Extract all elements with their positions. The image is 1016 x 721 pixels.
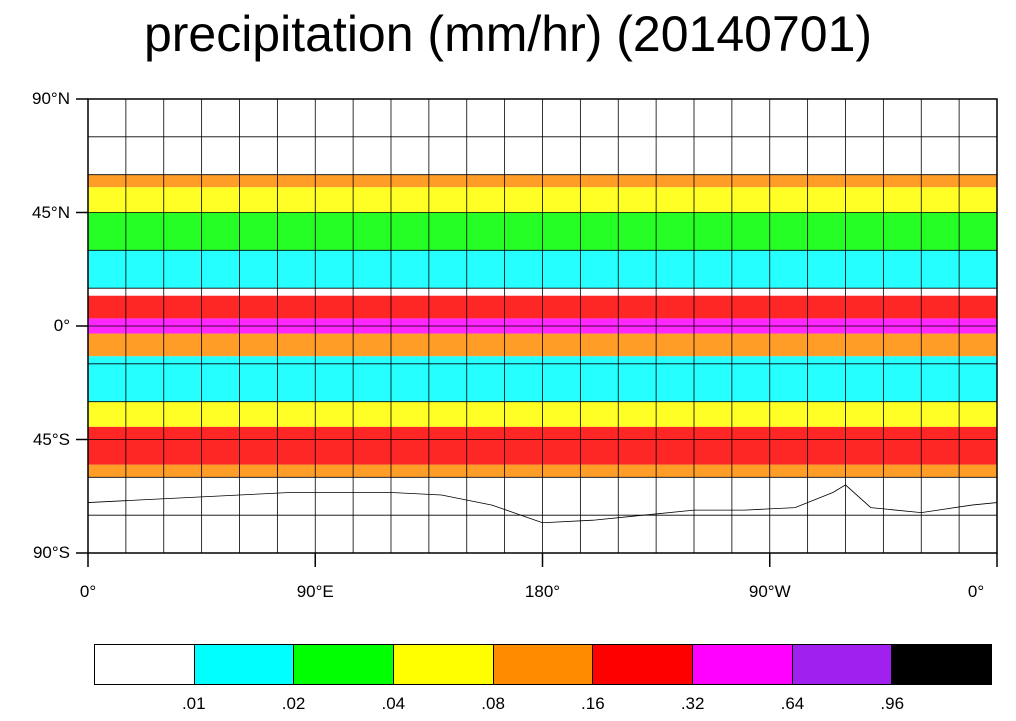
latitude-label: 0°: [53, 316, 70, 335]
latitude-label: 90°S: [32, 543, 70, 562]
colorbar-tick-label: .02: [281, 694, 306, 713]
colorbar-swatch: [593, 645, 694, 684]
colorbar-tick-label: .96: [880, 694, 905, 713]
colorbar-tick-label: .08: [481, 694, 505, 713]
colorbar: [94, 644, 992, 685]
map-title: precipitation (mm/hr) (20140701): [143, 6, 873, 62]
colorbar-swatch: [892, 645, 992, 684]
colorbar-swatch: [294, 645, 395, 684]
colorbar-swatch: [792, 645, 893, 684]
colorbar-tick-label: .16: [581, 694, 605, 713]
longitude-label: 90°W: [748, 582, 791, 601]
colorbar-swatch: [493, 645, 594, 684]
colorbar-tick-label: .64: [780, 694, 805, 713]
longitude-label: 90°E: [296, 582, 334, 601]
map-plot-area: [76, 98, 998, 567]
colorbar-swatch: [95, 645, 195, 684]
longitude-label: 0°: [79, 582, 97, 601]
longitude-label: 0°: [967, 582, 985, 601]
colorbar-tick-label: .32: [680, 694, 705, 713]
longitude-label: 180°: [524, 582, 561, 601]
colorbar-swatch: [693, 645, 793, 684]
antarctica-coastline: [87, 484, 998, 524]
colorbar-tick-label: .01: [181, 694, 206, 713]
latitude-label: 45°S: [32, 429, 70, 449]
latitude-label: 45°N: [32, 202, 70, 222]
precipitation-map: [76, 98, 998, 567]
latitude-label: 90°N: [32, 89, 70, 108]
colorbar-swatch: [394, 645, 494, 684]
colorbar-tick-label: .04: [381, 694, 406, 713]
colorbar-swatch: [194, 645, 295, 684]
